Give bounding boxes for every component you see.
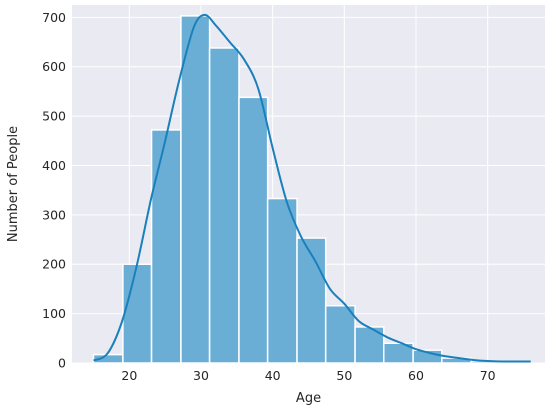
- histogram-bar: [238, 96, 269, 364]
- y-tick-label: 600: [42, 59, 66, 74]
- y-tick-label: 100: [42, 306, 66, 321]
- histogram-bar: [122, 263, 153, 364]
- x-tick-label: 60: [408, 368, 424, 383]
- histogram-bar: [266, 197, 298, 364]
- y-tick-label: 700: [42, 10, 66, 25]
- kde-curve: [93, 13, 531, 363]
- y-tick-label: 400: [42, 158, 66, 173]
- x-tick-label: 40: [265, 368, 281, 383]
- y-tick-label: 500: [42, 109, 66, 124]
- histogram-bar: [208, 47, 240, 364]
- y-tick-label: 0: [58, 356, 66, 371]
- x-tick-label: 50: [336, 368, 352, 383]
- x-tick-label: 70: [480, 368, 496, 383]
- y-tick-label: 200: [42, 257, 66, 272]
- histogram-bar: [180, 15, 211, 364]
- y-tick-label: 300: [42, 207, 66, 222]
- histogram-bar: [150, 129, 182, 364]
- x-axis-label: Age: [296, 391, 321, 406]
- x-tick-label: 30: [193, 368, 209, 383]
- histogram-bar: [324, 304, 356, 364]
- y-axis-label: Number of People: [6, 126, 21, 242]
- histogram-bar: [296, 237, 327, 364]
- y-tick-labels: 0 100 200 300 400 500 600 700: [42, 10, 66, 371]
- x-tick-label: 20: [121, 368, 137, 383]
- x-tick-labels: 20 30 40 50 60 70: [121, 368, 495, 383]
- histogram-bars: [92, 15, 530, 364]
